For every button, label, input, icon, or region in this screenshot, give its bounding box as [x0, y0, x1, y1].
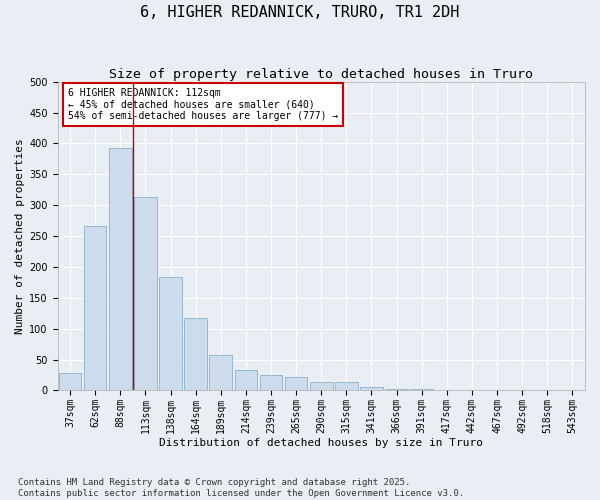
Y-axis label: Number of detached properties: Number of detached properties — [15, 138, 25, 334]
Bar — [310, 382, 332, 390]
Bar — [410, 389, 433, 390]
Bar — [59, 373, 82, 390]
Text: 6 HIGHER REDANNICK: 112sqm
← 45% of detached houses are smaller (640)
54% of sem: 6 HIGHER REDANNICK: 112sqm ← 45% of deta… — [68, 88, 338, 121]
Bar — [84, 226, 106, 390]
Title: Size of property relative to detached houses in Truro: Size of property relative to detached ho… — [109, 68, 533, 80]
Bar — [335, 382, 358, 390]
X-axis label: Distribution of detached houses by size in Truro: Distribution of detached houses by size … — [159, 438, 483, 448]
Bar — [209, 354, 232, 390]
Bar — [235, 370, 257, 390]
Bar — [134, 196, 157, 390]
Bar — [159, 277, 182, 390]
Bar — [260, 375, 283, 390]
Bar — [109, 148, 131, 390]
Bar — [285, 377, 307, 390]
Bar — [360, 386, 383, 390]
Text: Contains HM Land Registry data © Crown copyright and database right 2025.
Contai: Contains HM Land Registry data © Crown c… — [18, 478, 464, 498]
Bar — [385, 388, 408, 390]
Bar — [184, 318, 207, 390]
Text: 6, HIGHER REDANNICK, TRURO, TR1 2DH: 6, HIGHER REDANNICK, TRURO, TR1 2DH — [140, 5, 460, 20]
